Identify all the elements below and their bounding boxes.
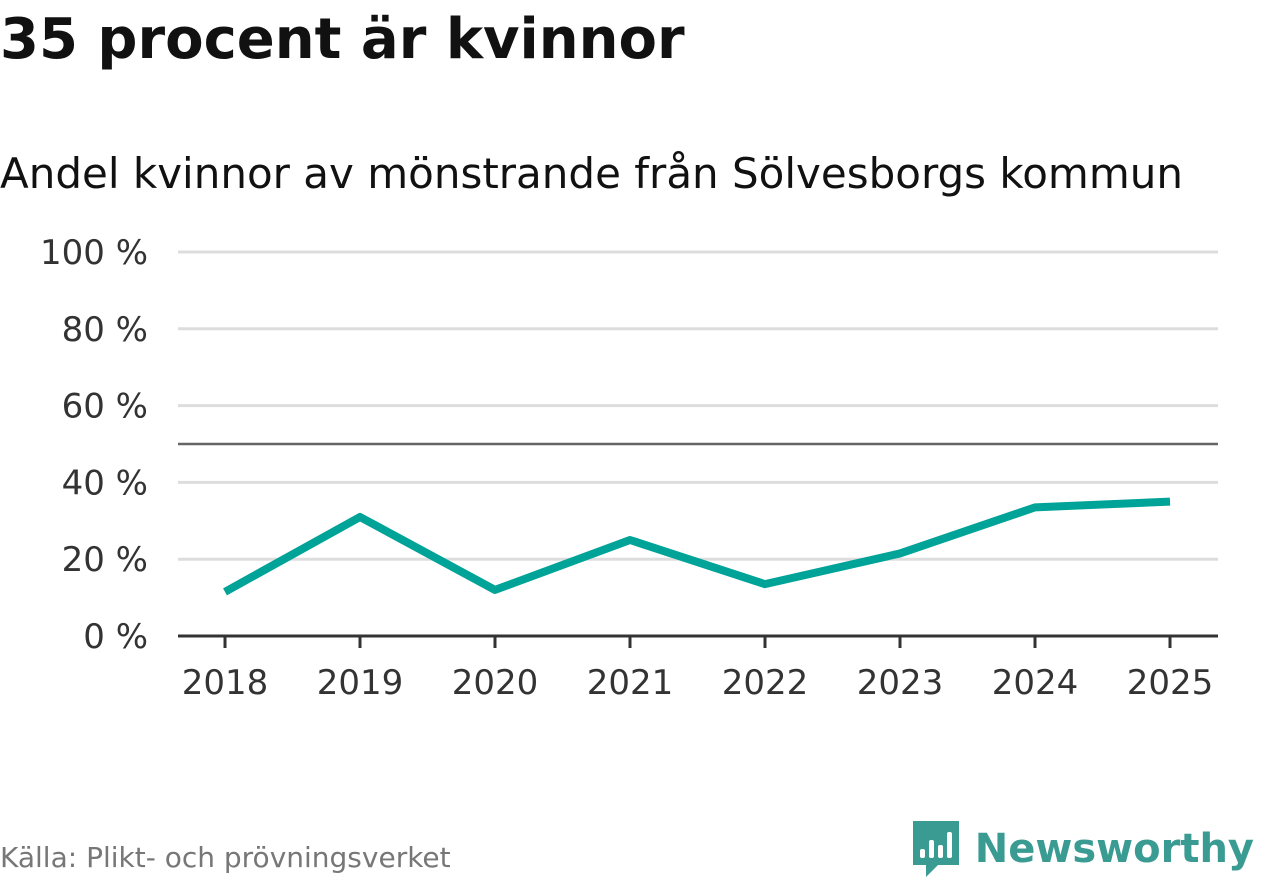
y-tick-label: 0 % [83,617,148,657]
x-axis-tick-labels: 2018 2019 2020 2021 2022 2023 2024 2025 [182,663,1214,703]
x-tick-label: 2020 [452,663,539,703]
brand: Newsworthy [911,818,1254,880]
line-chart: 0 % 20 % 40 % 60 % 80 % 100 % 2018 2019 2020 202… [40,233,1218,703]
chart-subtitle: Andel kvinnor av mönstrande från Sölvesb… [0,149,1183,198]
series-line [223,497,1171,596]
brand-name: Newsworthy [974,826,1254,872]
y-tick-label: 80 % [62,310,148,350]
x-tick-label: 2022 [722,663,809,703]
series-group [223,497,1171,596]
y-tick-label: 60 % [62,387,148,427]
y-tick-label: 40 % [62,463,148,503]
x-axis [178,634,1218,648]
chart-title: 35 procent är kvinnor [0,7,685,72]
x-tick-label: 2021 [587,663,674,703]
x-tick-label: 2023 [857,663,944,703]
newsworthy-logo-icon [912,821,959,877]
x-tick-label: 2025 [1127,663,1214,703]
x-tick-label: 2024 [992,663,1079,703]
source-note: Källa: Plikt- och prövningsverket [0,841,451,874]
x-tick-label: 2018 [182,663,269,703]
y-tick-label: 20 % [62,540,148,580]
x-tick-label: 2019 [317,663,404,703]
y-axis-tick-labels: 0 % 20 % 40 % 60 % 80 % 100 % [40,233,148,657]
y-tick-label: 100 % [40,233,148,273]
gridlines [178,250,1218,561]
